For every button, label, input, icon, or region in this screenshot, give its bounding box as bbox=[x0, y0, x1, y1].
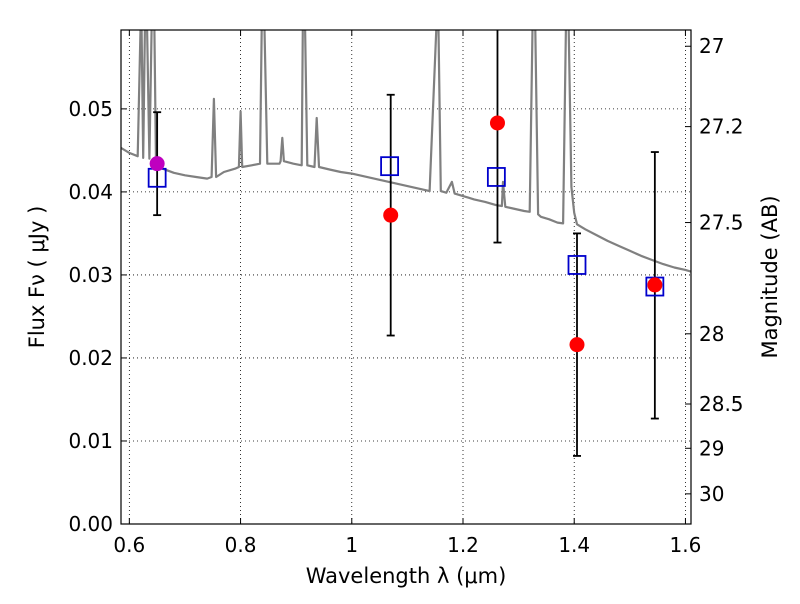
x-tick-label: 1.4 bbox=[558, 533, 590, 557]
y-axis-label: Flux Fν ( μJy ) bbox=[25, 206, 49, 349]
x-tick-label: 0.8 bbox=[225, 533, 257, 557]
x-tick-label: 1.2 bbox=[447, 533, 479, 557]
plot-area bbox=[121, 30, 691, 524]
y-tick-label: 0.03 bbox=[68, 263, 113, 287]
y-right-tick-label: 28.5 bbox=[699, 392, 744, 416]
x-axis-label: Wavelength λ (μm) bbox=[306, 564, 507, 588]
x-tick-label: 1 bbox=[345, 533, 358, 557]
synthetic-point bbox=[380, 156, 399, 177]
observed-point bbox=[149, 156, 165, 172]
y-right-tick-label: 28 bbox=[699, 322, 724, 346]
observed-point bbox=[489, 115, 505, 131]
x-tick-label: 1.6 bbox=[670, 533, 702, 557]
observed-point bbox=[569, 337, 585, 353]
y-axis-right-label: Magnitude (AB) bbox=[758, 195, 782, 358]
observed-point bbox=[383, 207, 399, 223]
x-tick-label: 0.6 bbox=[113, 533, 145, 557]
synthetic-point bbox=[486, 167, 506, 187]
y-right-tick-label: 27.2 bbox=[699, 115, 744, 139]
synthetic-point bbox=[567, 255, 587, 275]
observed-point bbox=[647, 277, 663, 293]
grid bbox=[121, 30, 691, 524]
y-right-tick-label: 27 bbox=[699, 34, 724, 58]
y-right-tick-label: 29 bbox=[699, 436, 724, 460]
y-tick-label: 0.01 bbox=[68, 429, 113, 453]
data-layer bbox=[121, 30, 691, 273]
ticks: 0.6 0.8 1 1.2 1.4 1.6 0.00 0.01 0.02 0.03 0.04 0.05… bbox=[68, 30, 744, 557]
y-tick-label: 0.04 bbox=[68, 180, 113, 204]
y-tick-label: 0.05 bbox=[68, 97, 113, 121]
plot-frame bbox=[120, 29, 692, 525]
y-right-tick-label: 27.5 bbox=[699, 211, 744, 235]
model-spectrum-line bbox=[121, 30, 691, 273]
y-tick-label: 0.00 bbox=[68, 512, 113, 536]
y-tick-label: 0.02 bbox=[68, 346, 113, 370]
y-right-tick-label: 30 bbox=[699, 482, 724, 506]
marker-layer bbox=[147, 115, 665, 353]
